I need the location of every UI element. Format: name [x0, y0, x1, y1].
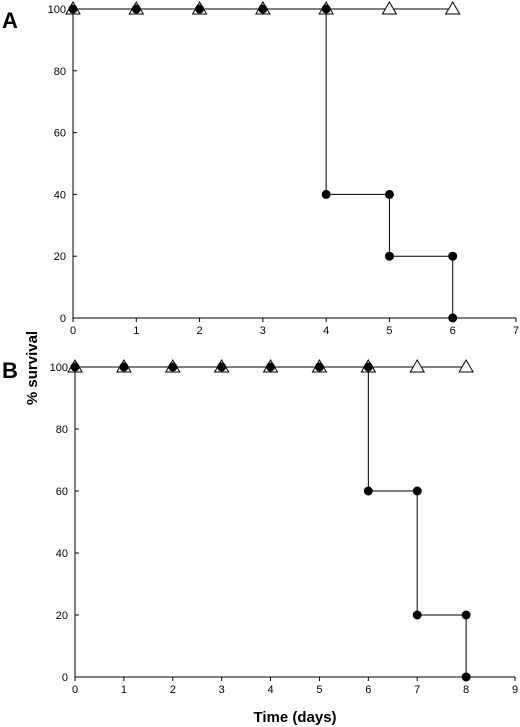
panel-a-marks — [65, 1, 461, 323]
panel-b-circle-point — [70, 362, 80, 372]
y-axis-title: % survival — [24, 331, 41, 405]
panel-a-y-tick-label: 40 — [54, 189, 66, 201]
panel-a-y-tick-label: 0 — [60, 313, 66, 325]
panel-b-x-tick-label: 6 — [365, 684, 371, 696]
panel-a-circle-point — [321, 4, 331, 14]
panel-a-triangle-point — [444, 1, 461, 15]
panel-b-circle-point — [461, 672, 471, 682]
panel-a-x-tick-label: 2 — [197, 325, 203, 337]
panel-a-circle-point — [448, 313, 458, 323]
panel-b-y-tick-label: 40 — [56, 548, 68, 560]
panel-a-x-tick-label: 5 — [386, 325, 392, 337]
panel-b-y-tick-label: 0 — [62, 672, 68, 684]
panel-b-circle-point — [363, 486, 373, 496]
panel-b-x-tick-label: 3 — [219, 684, 225, 696]
panel-a-x-tick-label: 0 — [70, 325, 76, 337]
panel-b-y-tick-label: 80 — [56, 424, 68, 436]
panel-a-circle-point — [68, 4, 78, 14]
panel-b-y-tick-label: 100 — [50, 362, 68, 374]
panel-a-circle-point — [258, 4, 268, 14]
panel-b-triangle-point — [458, 359, 474, 373]
panel-a-circle-point — [195, 4, 205, 14]
panel-a-x-tick-label: 6 — [450, 325, 456, 337]
panel-a-y-tick-label: 80 — [54, 66, 66, 78]
panel-b-series-circle-line — [75, 366, 467, 677]
panel-b-circle-point — [363, 362, 373, 372]
panel-b-marks — [67, 359, 474, 682]
panel-a-x-tick-label: 7 — [513, 325, 519, 337]
panel-b-circle-point — [314, 362, 324, 372]
panel-b-y-tick-label: 60 — [56, 486, 68, 498]
panel-a-axes: 0 20 40 60 80 100 0 1 2 3 4 5 6 7 — [48, 4, 519, 337]
panel-b-x-tick-label: 0 — [72, 684, 78, 696]
panel-a-circle-point — [131, 4, 141, 14]
panel-a-circle-point — [448, 251, 458, 261]
panel-b-axes: 0 20 40 60 80 100 0 1 2 3 4 5 6 7 8 9 — [50, 362, 518, 696]
panel-a-x-tick-label: 4 — [323, 325, 329, 337]
panel-a-circle-point — [321, 189, 331, 199]
panel-a-series-circle-line — [73, 8, 454, 318]
panel-a-y-tick-label: 60 — [54, 128, 66, 140]
panel-b-x-tick-label: 4 — [267, 684, 273, 696]
panel-b-circle-point — [412, 486, 422, 496]
panel-a-y-tick-label: 20 — [54, 251, 66, 263]
panel-a-label: A — [2, 8, 18, 33]
panel-b-x-tick-label: 7 — [414, 684, 420, 696]
x-axis-title: Time (days) — [253, 709, 336, 726]
panel-b-x-tick-label: 2 — [170, 684, 176, 696]
panel-b: B 0 20 40 60 80 100 0 1 2 3 4 5 6 7 8 9 — [2, 358, 518, 696]
panel-a: A 0 20 40 60 80 100 0 1 2 3 4 5 6 7 — [2, 1, 519, 337]
panel-a-circle-point — [384, 251, 394, 261]
panel-a-x-tick-label: 1 — [133, 325, 139, 337]
panel-b-x-tick-label: 9 — [512, 684, 518, 696]
panel-b-circle-point — [266, 362, 276, 372]
panel-a-y-tick-label: 100 — [48, 4, 66, 16]
panel-b-triangle-point — [409, 359, 426, 373]
panel-b-circle-point — [119, 362, 129, 372]
panel-b-x-tick-label: 5 — [316, 684, 322, 696]
panel-b-circle-point — [168, 362, 178, 372]
panel-b-circle-point — [412, 610, 422, 620]
panel-a-triangle-point — [381, 1, 398, 15]
panel-a-circle-point — [384, 189, 394, 199]
panel-a-lines — [73, 8, 454, 318]
panel-b-lines — [75, 366, 467, 677]
panel-b-label: B — [2, 358, 18, 383]
panel-a-x-tick-label: 3 — [260, 325, 266, 337]
panel-b-y-tick-label: 20 — [56, 610, 68, 622]
panel-b-circle-point — [217, 362, 227, 372]
panel-b-x-tick-label: 8 — [463, 684, 469, 696]
panel-b-circle-point — [461, 610, 471, 620]
panel-b-x-tick-label: 1 — [121, 684, 127, 696]
